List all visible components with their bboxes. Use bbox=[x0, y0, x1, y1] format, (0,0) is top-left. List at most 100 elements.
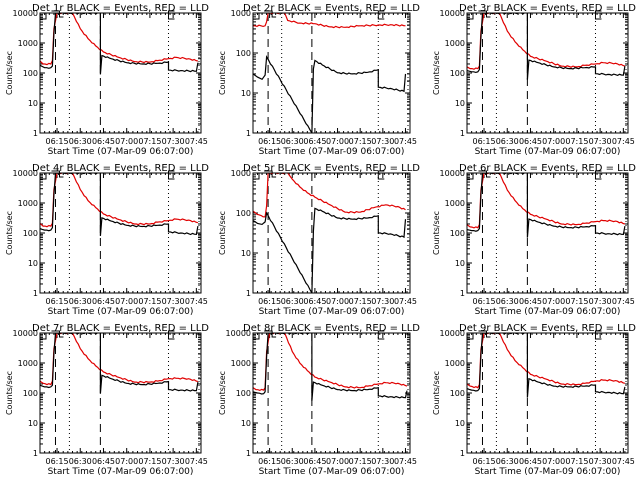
x-tick-label: 06:15 bbox=[45, 457, 68, 466]
lld-series-line bbox=[467, 173, 626, 229]
y-axis-label: Counts/sec bbox=[5, 371, 14, 415]
series-group bbox=[40, 173, 199, 236]
plot-frame bbox=[466, 12, 629, 134]
x-tick-label: 07:30 bbox=[162, 297, 185, 306]
y-tick-label: 100 bbox=[23, 229, 38, 238]
events-series-line bbox=[467, 333, 626, 398]
events-series-line bbox=[40, 333, 199, 394]
events-series-line bbox=[253, 55, 407, 133]
events-series-line bbox=[467, 173, 626, 238]
panel-det-1: Det 1r BLACK = Events, RED = LLD Counts/s… bbox=[5, 3, 209, 157]
y-tick-label: 1 bbox=[246, 289, 251, 298]
y-tick-label: 1000 bbox=[18, 359, 38, 368]
series-group bbox=[467, 13, 626, 80]
x-tick-label: 07:30 bbox=[371, 457, 394, 466]
interval-bracket bbox=[40, 13, 47, 20]
events-series-line bbox=[253, 333, 408, 401]
plot-frame bbox=[39, 332, 202, 454]
y-tick-label: 1000 bbox=[445, 39, 465, 48]
y-tick-label: 10 bbox=[28, 419, 38, 428]
x-tick-label: 07:15 bbox=[138, 457, 161, 466]
x-tick-label: 07:45 bbox=[394, 137, 417, 146]
y-tick-label: 1 bbox=[33, 289, 38, 298]
x-tick-label: 07:00 bbox=[115, 297, 138, 306]
y-tick-label: 10000 bbox=[440, 169, 465, 178]
interval-bracket bbox=[167, 170, 175, 180]
series-group bbox=[467, 173, 626, 238]
x-axis-label: Start Time (07-Mar-09 06:07:00) bbox=[259, 467, 405, 477]
x-tick-label: 06:45 bbox=[92, 297, 115, 306]
series-group bbox=[253, 333, 408, 401]
events-series-line bbox=[253, 207, 407, 293]
y-axis-label: Counts/sec bbox=[5, 51, 14, 95]
x-tick-label: 06:15 bbox=[472, 297, 495, 306]
x-tick-label: 06:30 bbox=[281, 137, 304, 146]
interval-bracket bbox=[377, 330, 385, 340]
interval-bracket bbox=[467, 13, 474, 20]
plot-frame bbox=[39, 12, 202, 134]
series-group bbox=[253, 173, 407, 293]
y-tick-label: 100 bbox=[236, 209, 251, 218]
x-tick-label: 07:15 bbox=[349, 297, 372, 306]
y-tick-label: 1000 bbox=[18, 199, 38, 208]
lld-series-line bbox=[40, 13, 199, 66]
plot-frame bbox=[252, 172, 411, 294]
x-tick-label: 07:00 bbox=[326, 137, 349, 146]
x-tick-label: 07:30 bbox=[162, 457, 185, 466]
x-tick-label: 07:45 bbox=[185, 137, 208, 146]
y-tick-label: 1 bbox=[33, 129, 38, 138]
x-tick-label: 07:15 bbox=[565, 457, 588, 466]
x-axis-label: Start Time (07-Mar-09 06:07:00) bbox=[475, 307, 621, 317]
panel-det-2: Det 2r BLACK = Events, RED = LLD Counts/s… bbox=[218, 3, 420, 157]
y-tick-label: 100 bbox=[236, 49, 251, 58]
x-tick-label: 06:45 bbox=[519, 137, 542, 146]
lld-series-line bbox=[467, 333, 626, 389]
x-tick-label: 06:15 bbox=[472, 137, 495, 146]
x-tick-label: 07:15 bbox=[349, 457, 372, 466]
y-tick-label: 1 bbox=[460, 289, 465, 298]
x-tick-label: 06:15 bbox=[472, 457, 495, 466]
x-tick-label: 06:45 bbox=[303, 297, 326, 306]
y-axis-label: Counts/sec bbox=[218, 51, 227, 95]
y-tick-label: 10 bbox=[28, 259, 38, 268]
y-tick-label: 100 bbox=[450, 389, 465, 398]
interval-bracket bbox=[167, 330, 175, 340]
x-tick-label: 06:45 bbox=[92, 457, 115, 466]
interval-bracket bbox=[467, 333, 474, 340]
y-tick-label: 10000 bbox=[13, 169, 38, 178]
x-tick-label: 07:30 bbox=[162, 137, 185, 146]
x-tick-label: 07:45 bbox=[185, 457, 208, 466]
x-tick-label: 06:45 bbox=[303, 457, 326, 466]
plot-frame bbox=[466, 332, 629, 454]
x-tick-label: 07:30 bbox=[371, 137, 394, 146]
x-tick-label: 07:00 bbox=[542, 137, 565, 146]
x-tick-label: 06:15 bbox=[258, 457, 281, 466]
interval-bracket bbox=[377, 170, 385, 180]
x-tick-label: 06:45 bbox=[92, 137, 115, 146]
y-tick-label: 10 bbox=[455, 259, 465, 268]
panel-det-3: Det 3r BLACK = Events, RED = LLD Counts/s… bbox=[432, 3, 636, 157]
y-tick-label: 1000 bbox=[445, 359, 465, 368]
y-tick-label: 1 bbox=[246, 449, 251, 458]
x-tick-label: 07:45 bbox=[185, 297, 208, 306]
x-tick-label: 07:30 bbox=[589, 457, 612, 466]
y-tick-label: 10 bbox=[241, 249, 251, 258]
x-tick-label: 07:15 bbox=[565, 297, 588, 306]
x-tick-label: 07:00 bbox=[326, 297, 349, 306]
interval-bracket bbox=[594, 10, 602, 20]
events-series-line bbox=[40, 173, 199, 236]
plot-frame bbox=[466, 172, 629, 294]
interval-bracket bbox=[594, 170, 602, 180]
y-tick-label: 10 bbox=[241, 419, 251, 428]
x-axis-label: Start Time (07-Mar-09 06:07:00) bbox=[48, 307, 194, 317]
x-tick-label: 07:15 bbox=[138, 137, 161, 146]
plot-title: Det 4r BLACK = Events, RED = LLD bbox=[32, 163, 209, 174]
panel-det-4: Det 4r BLACK = Events, RED = LLD Counts/s… bbox=[5, 163, 209, 317]
x-tick-label: 06:45 bbox=[519, 457, 542, 466]
x-tick-label: 07:45 bbox=[612, 457, 635, 466]
x-tick-label: 06:45 bbox=[303, 137, 326, 146]
x-tick-label: 06:15 bbox=[45, 297, 68, 306]
y-tick-label: 1000 bbox=[18, 39, 38, 48]
x-tick-label: 06:30 bbox=[281, 297, 304, 306]
